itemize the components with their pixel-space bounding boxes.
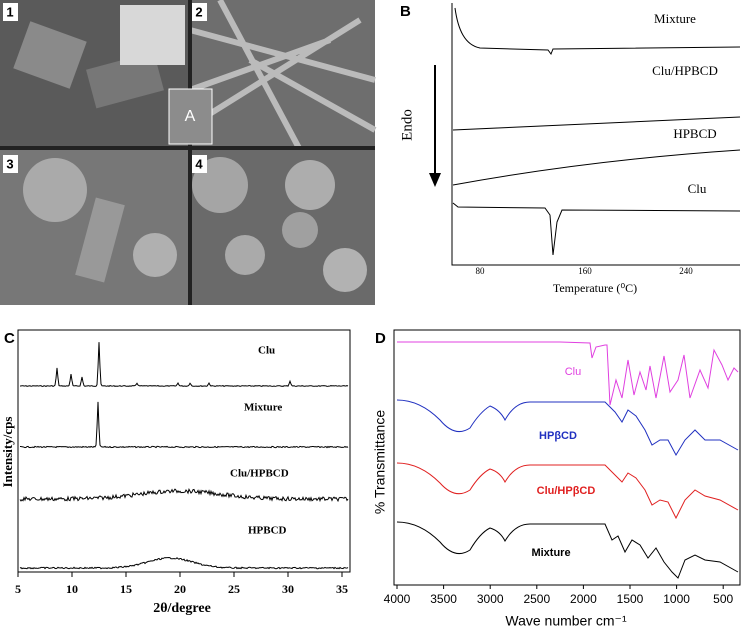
sphere	[23, 158, 87, 222]
trace-label: Mixture	[244, 402, 282, 414]
x-tick-label: 500	[713, 592, 733, 606]
trace-label: HPBCD	[673, 126, 716, 141]
trace-label: Clu	[258, 345, 275, 357]
tile-number: 3	[6, 156, 13, 171]
axis	[451, 3, 740, 266]
panel-label: B	[400, 3, 411, 20]
fibers	[188, 0, 377, 152]
sphere	[323, 248, 367, 292]
sphere	[285, 160, 335, 210]
trace-label: Mixture	[531, 547, 570, 559]
x-tick-label: 35	[336, 582, 348, 596]
tile-badge	[192, 3, 207, 21]
crystal	[86, 51, 164, 109]
panel-a: 1 2 3 4 A	[0, 0, 377, 305]
x-tick-label: 1000	[663, 592, 690, 606]
tile-badge	[3, 3, 18, 21]
panel-d: D 4000 3500 3000 2500 2000 1500 1000 500 % Tran…	[372, 329, 741, 629]
x-tick-label: 1500	[617, 592, 644, 606]
divider	[0, 146, 375, 150]
y-axis-label: % Transmittance	[372, 410, 388, 514]
sphere	[282, 212, 318, 248]
trace	[20, 401, 349, 449]
trace-label: Clu/HPBCD	[230, 468, 289, 480]
trace	[452, 202, 741, 256]
frame	[393, 329, 741, 586]
y-axis-label: Endo	[399, 109, 415, 141]
x-axis-label: Temperature (⁰C)	[553, 281, 637, 295]
x-axis-label: 2θ/degree	[153, 601, 211, 616]
panel-c: C 5 10 15 20 25 30 35 Intensity/cps 2θ/degree …	[0, 329, 351, 616]
trace	[454, 7, 741, 56]
trace	[19, 487, 349, 503]
trace-label: Clu	[565, 366, 582, 378]
x-tick-label: 30	[282, 582, 294, 596]
crystal	[75, 197, 125, 283]
tile-number: 2	[195, 4, 202, 19]
y-axis-label: Intensity/cps	[0, 417, 15, 488]
tile-number: 1	[6, 4, 13, 19]
x-tick-label: 25	[228, 582, 240, 596]
trace-label: HPβCD	[539, 430, 577, 442]
trace-label: Clu/HPβCD	[537, 485, 596, 497]
crystal	[120, 5, 185, 65]
trace-label: Mixture	[654, 11, 696, 26]
arrow-head	[429, 173, 441, 187]
crystal	[13, 21, 87, 89]
x-tick-label: 160	[578, 266, 592, 276]
trace	[452, 149, 741, 186]
panel-b: B Endo 80 160 240 Temperature (⁰C) Mixtu…	[399, 3, 741, 295]
tile-number: 4	[195, 156, 203, 171]
panel-label: D	[375, 330, 386, 347]
panel-badge	[168, 88, 213, 145]
tile-badge	[3, 155, 18, 173]
sphere	[225, 235, 265, 275]
frame	[17, 329, 351, 573]
trace	[452, 116, 741, 131]
x-tick-label: 3000	[477, 592, 504, 606]
divider	[188, 0, 192, 305]
trace	[396, 399, 739, 457]
tile-badge	[192, 155, 207, 173]
x-tick-label: 3500	[430, 592, 457, 606]
sphere	[133, 233, 177, 277]
x-tick-label: 4000	[384, 592, 411, 606]
trace	[396, 521, 739, 579]
trace	[19, 556, 349, 570]
x-tick-label: 2500	[523, 592, 550, 606]
x-tick-label: 2000	[570, 592, 597, 606]
x-tick-label: 20	[174, 582, 186, 596]
trace	[397, 341, 739, 406]
panel-label: A	[185, 108, 196, 125]
x-tick-label: 240	[679, 266, 693, 276]
panel-label: C	[4, 330, 15, 347]
x-axis-label: Wave number cm⁻¹	[505, 613, 627, 629]
x-tick-label: 10	[66, 582, 78, 596]
trace-label: Clu/HPBCD	[652, 63, 718, 78]
x-tick-label: 80	[476, 266, 486, 276]
trace-label: HPBCD	[248, 525, 287, 537]
trace-label: Clu	[688, 181, 707, 196]
x-tick-label: 15	[120, 582, 132, 596]
trace	[20, 342, 349, 388]
trace	[396, 462, 739, 520]
x-tick-label: 5	[15, 582, 21, 596]
